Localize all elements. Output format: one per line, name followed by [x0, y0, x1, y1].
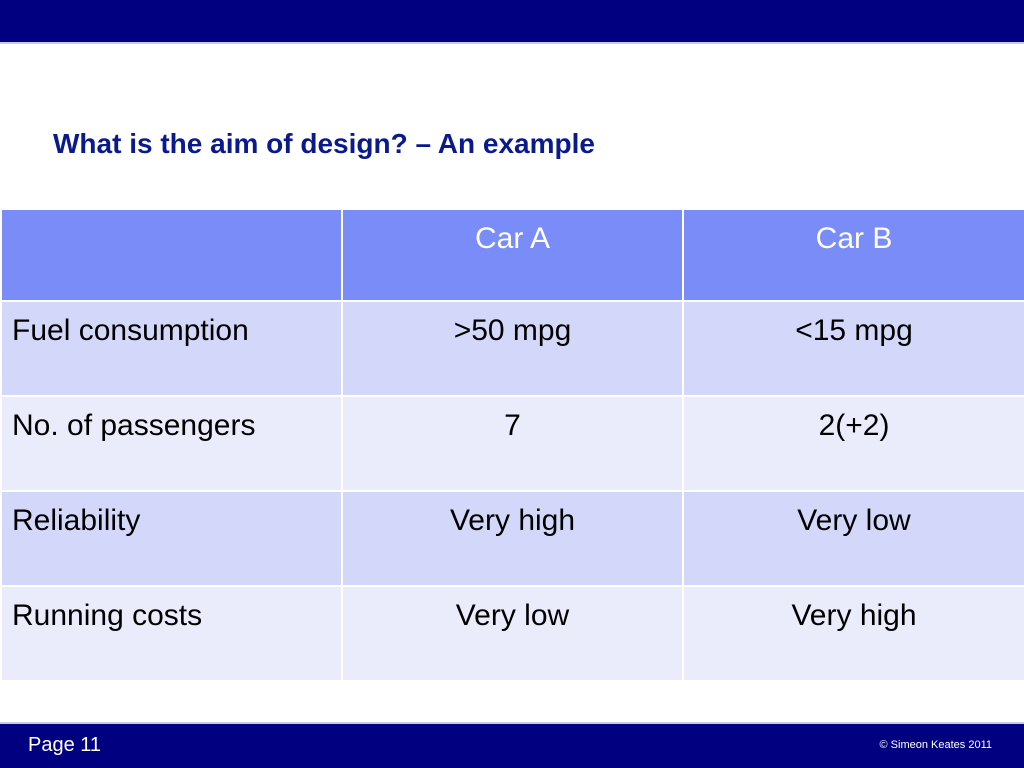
header-car-b: Car B [682, 208, 1024, 302]
table-header-row: Car A Car B [0, 208, 1024, 302]
row-label: No. of passengers [0, 395, 343, 492]
table-row: No. of passengers 7 2(+2) [0, 395, 1024, 492]
bottom-banner [0, 724, 1024, 768]
header-car-a: Car A [341, 208, 684, 302]
car-a-value: >50 mpg [341, 300, 684, 397]
car-a-value: Very high [341, 490, 684, 587]
row-label: Fuel consumption [0, 300, 343, 397]
copyright-notice: © Simeon Keates 2011 [879, 739, 992, 751]
car-b-value: 2(+2) [682, 395, 1024, 492]
bottom-banner-divider [0, 722, 1024, 724]
header-empty-cell [0, 208, 343, 302]
top-banner-divider [0, 42, 1024, 44]
car-b-value: Very high [682, 585, 1024, 682]
table-row: Running costs Very low Very high [0, 585, 1024, 682]
row-label: Running costs [0, 585, 343, 682]
car-a-value: Very low [341, 585, 684, 682]
comparison-table: Car A Car B Fuel consumption >50 mpg <15… [0, 208, 1024, 682]
car-b-value: <15 mpg [682, 300, 1024, 397]
car-b-value: Very low [682, 490, 1024, 587]
table-row: Fuel consumption >50 mpg <15 mpg [0, 300, 1024, 397]
row-label: Reliability [0, 490, 343, 587]
top-banner [0, 0, 1024, 42]
car-a-value: 7 [341, 395, 684, 492]
page-number: Page 11 [28, 734, 102, 756]
slide-title: What is the aim of design? – An example [53, 128, 595, 159]
table-row: Reliability Very high Very low [0, 490, 1024, 587]
